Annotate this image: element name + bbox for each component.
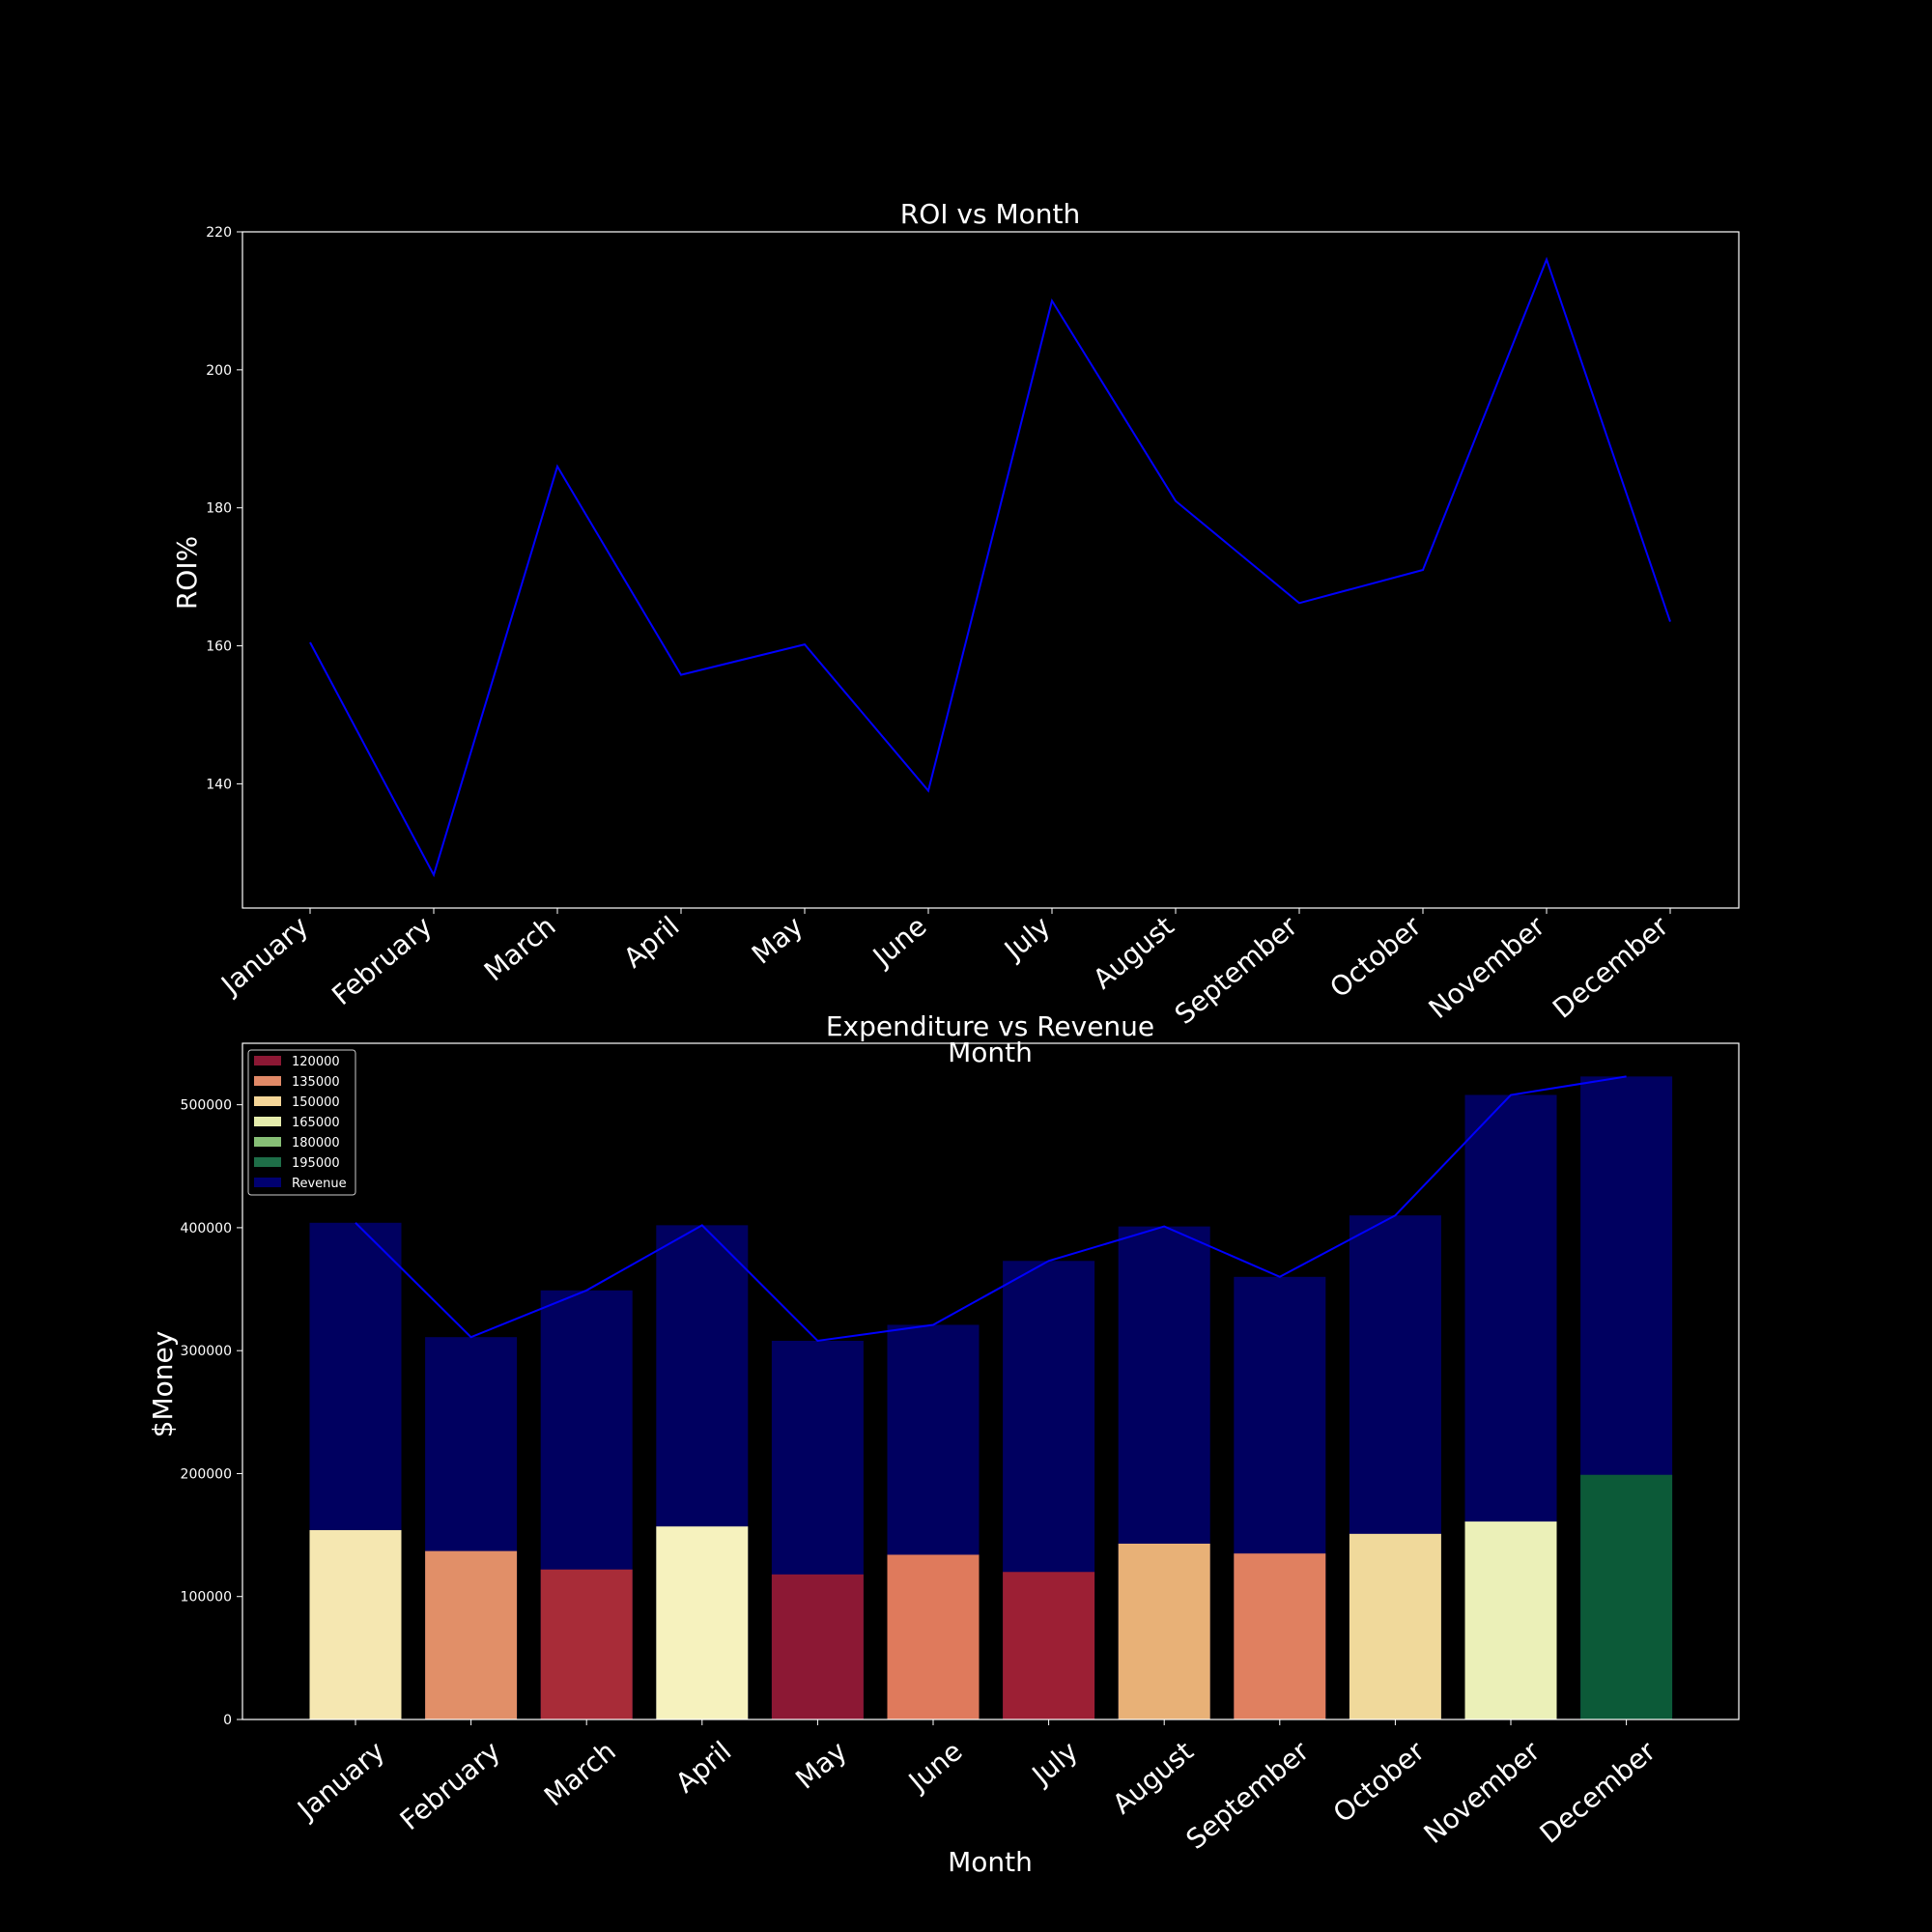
money-x-axis-label: Month <box>948 1846 1033 1878</box>
money-y-tick-label: 500000 <box>181 1098 232 1114</box>
expenditure-bar-november <box>1464 1521 1557 1719</box>
legend-swatch-195000 <box>254 1157 281 1167</box>
money-y-tick-label: 300000 <box>181 1344 232 1359</box>
legend-swatch-150000 <box>254 1096 281 1106</box>
roi-chart-title: ROI vs Month <box>900 198 1080 230</box>
money-y-axis-label: $Money <box>147 1331 179 1438</box>
expenditure-bar-may <box>771 1574 864 1719</box>
roi-y-axis-label: ROI% <box>171 536 203 610</box>
legend-swatch-120000 <box>254 1056 281 1065</box>
expenditure-bar-june <box>887 1554 980 1719</box>
roi-y-tick-label: 160 <box>206 639 232 655</box>
revenue-line <box>355 1075 1627 1343</box>
legend-swatch-165000 <box>254 1117 281 1126</box>
legend-swatch-180000 <box>254 1137 281 1147</box>
legend-label-120000: 120000 <box>292 1055 340 1069</box>
roi-series-line <box>309 256 1671 878</box>
money-y-tick-label: 400000 <box>181 1221 232 1236</box>
roi-y-tick-label: 200 <box>206 363 232 379</box>
legend-label-165000: 165000 <box>292 1116 340 1130</box>
legend-label-180000: 180000 <box>292 1136 340 1151</box>
roi-y-tick-label: 140 <box>206 777 232 792</box>
expenditure-bar-october <box>1349 1533 1441 1719</box>
expenditure-bar-february <box>425 1550 518 1719</box>
bar-group <box>309 1076 1673 1719</box>
legend-label-150000: 150000 <box>292 1095 340 1110</box>
expenditure-bar-december <box>1580 1474 1673 1719</box>
roi-y-axis-ticks: 140 160 180 200 220 <box>206 225 242 792</box>
expenditure-bar-march <box>540 1569 633 1719</box>
roi-y-tick-label: 220 <box>206 225 232 241</box>
expenditure-bar-august <box>1118 1544 1210 1719</box>
expenditure-bar-january <box>309 1530 402 1719</box>
legend-swatch-revenue <box>254 1178 281 1187</box>
legend-label-135000: 135000 <box>292 1075 340 1090</box>
legend-label-195000: 195000 <box>292 1156 340 1171</box>
money-y-tick-label: 100000 <box>181 1590 232 1605</box>
roi-y-tick-label: 180 <box>206 501 232 517</box>
expenditure-bar-april <box>656 1526 749 1719</box>
roi-x-axis-label: Month <box>948 1037 1033 1068</box>
money-y-tick-label: 0 <box>223 1713 232 1728</box>
roi-plot-frame <box>242 231 1740 909</box>
legend-swatch-135000 <box>254 1076 281 1086</box>
money-plot-frame <box>242 1042 1740 1720</box>
legend-label-revenue: Revenue <box>292 1177 347 1191</box>
expenditure-bar-july <box>1003 1572 1095 1719</box>
expenditure-bar-september <box>1234 1553 1326 1719</box>
expenditure-revenue-title: Expenditure vs Revenue <box>826 1010 1154 1042</box>
legend: 120000 135000 150000 165000 180000 195000 Reve… <box>247 1049 356 1196</box>
money-y-axis-ticks: 0 100000 200000 300000 400000 500000 <box>181 1098 242 1728</box>
money-y-tick-label: 200000 <box>181 1466 232 1482</box>
